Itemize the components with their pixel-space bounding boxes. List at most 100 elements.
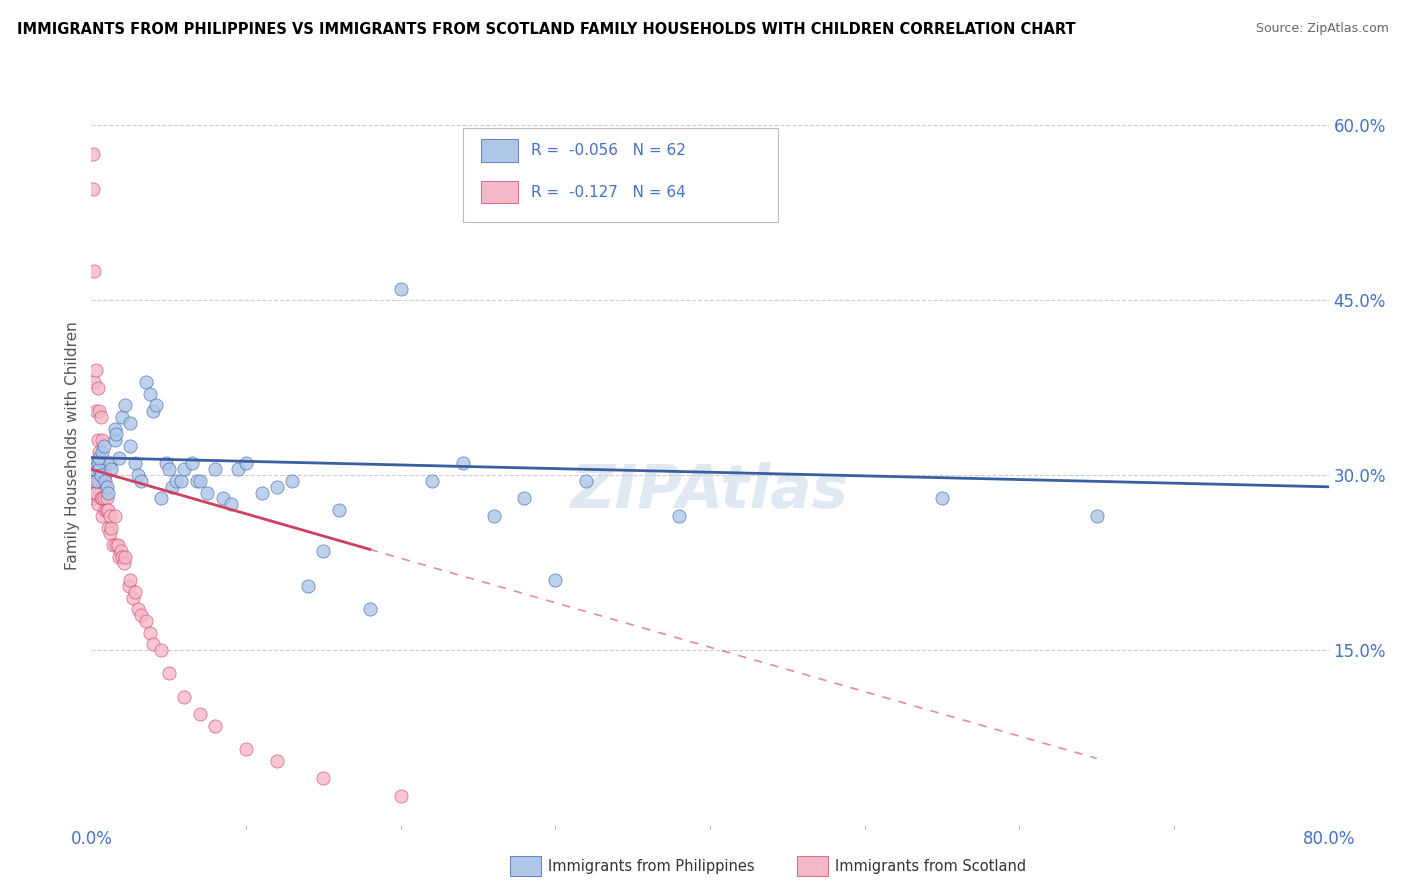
Point — [96, 480, 118, 494]
Point — [86, 497, 108, 511]
Point — [83, 462, 105, 476]
Point — [122, 591, 145, 605]
Point — [90, 468, 112, 483]
Point — [84, 363, 107, 377]
Point — [266, 754, 288, 768]
FancyBboxPatch shape — [463, 128, 778, 222]
Point — [96, 491, 118, 506]
Point — [108, 450, 131, 465]
Point — [87, 450, 111, 465]
Point — [513, 491, 536, 506]
Point — [82, 457, 104, 471]
Text: IMMIGRANTS FROM PHILIPPINES VS IMMIGRANTS FROM SCOTLAND FAMILY HOUSEHOLDS WITH C: IMMIGRANTS FROM PHILIPPINES VS IMMIGRANT… — [17, 22, 1076, 37]
Point — [91, 433, 114, 447]
Point — [83, 264, 105, 278]
Point — [124, 457, 146, 471]
Point — [87, 404, 111, 418]
Point — [104, 421, 127, 435]
Point — [145, 398, 167, 412]
Text: Immigrants from Scotland: Immigrants from Scotland — [835, 859, 1026, 873]
Point — [226, 462, 250, 476]
Point — [104, 433, 127, 447]
Point — [219, 497, 242, 511]
Point — [117, 579, 139, 593]
Point — [91, 474, 114, 488]
Point — [359, 602, 381, 616]
Point — [931, 491, 953, 506]
Point — [91, 508, 114, 523]
Point — [297, 579, 319, 593]
Point — [114, 549, 136, 564]
Text: Source: ZipAtlas.com: Source: ZipAtlas.com — [1256, 22, 1389, 36]
Point — [82, 480, 104, 494]
Point — [100, 462, 122, 476]
Point — [204, 719, 226, 733]
Point — [110, 544, 132, 558]
Point — [86, 457, 108, 471]
Point — [90, 491, 112, 506]
Point — [87, 474, 111, 488]
Point — [235, 742, 257, 756]
Point — [112, 556, 135, 570]
Point — [482, 508, 505, 523]
Point — [420, 474, 443, 488]
Point — [328, 503, 350, 517]
Point — [127, 602, 149, 616]
Point — [105, 538, 128, 552]
Point — [544, 573, 567, 587]
Point — [94, 468, 117, 483]
Point — [135, 614, 156, 628]
Point — [149, 491, 172, 506]
Point — [86, 381, 108, 395]
Point — [124, 584, 146, 599]
Point — [157, 462, 180, 476]
Point — [84, 404, 107, 418]
Point — [98, 526, 121, 541]
Y-axis label: Family Households with Children: Family Households with Children — [65, 322, 80, 570]
FancyBboxPatch shape — [481, 139, 519, 161]
Point — [188, 707, 211, 722]
Point — [90, 457, 112, 471]
Point — [108, 549, 131, 564]
Point — [120, 439, 141, 453]
Point — [451, 457, 474, 471]
Point — [96, 503, 118, 517]
Point — [129, 608, 152, 623]
Point — [195, 485, 219, 500]
Point — [114, 398, 136, 412]
Point — [149, 643, 172, 657]
Point — [129, 474, 152, 488]
Text: R =  -0.127   N = 64: R = -0.127 N = 64 — [530, 185, 685, 200]
Point — [91, 445, 114, 459]
Point — [82, 182, 104, 196]
Point — [1085, 508, 1108, 523]
Point — [105, 427, 128, 442]
Point — [155, 457, 177, 471]
Point — [82, 491, 104, 506]
Point — [98, 508, 121, 523]
FancyBboxPatch shape — [481, 180, 519, 203]
Point — [98, 457, 121, 471]
Point — [97, 503, 120, 517]
Point — [120, 416, 141, 430]
Point — [139, 625, 162, 640]
Point — [575, 474, 598, 488]
Point — [135, 375, 156, 389]
Point — [186, 474, 208, 488]
Point — [173, 462, 195, 476]
Point — [93, 439, 115, 453]
Point — [93, 491, 115, 506]
Point — [93, 457, 115, 471]
Point — [90, 409, 112, 424]
Point — [104, 508, 127, 523]
Point — [389, 281, 412, 295]
Point — [266, 480, 288, 494]
Point — [94, 474, 117, 488]
Point — [166, 474, 188, 488]
Point — [173, 690, 195, 704]
Point — [312, 544, 335, 558]
Point — [87, 462, 111, 476]
Point — [107, 538, 129, 552]
Point — [86, 433, 108, 447]
Point — [84, 485, 107, 500]
